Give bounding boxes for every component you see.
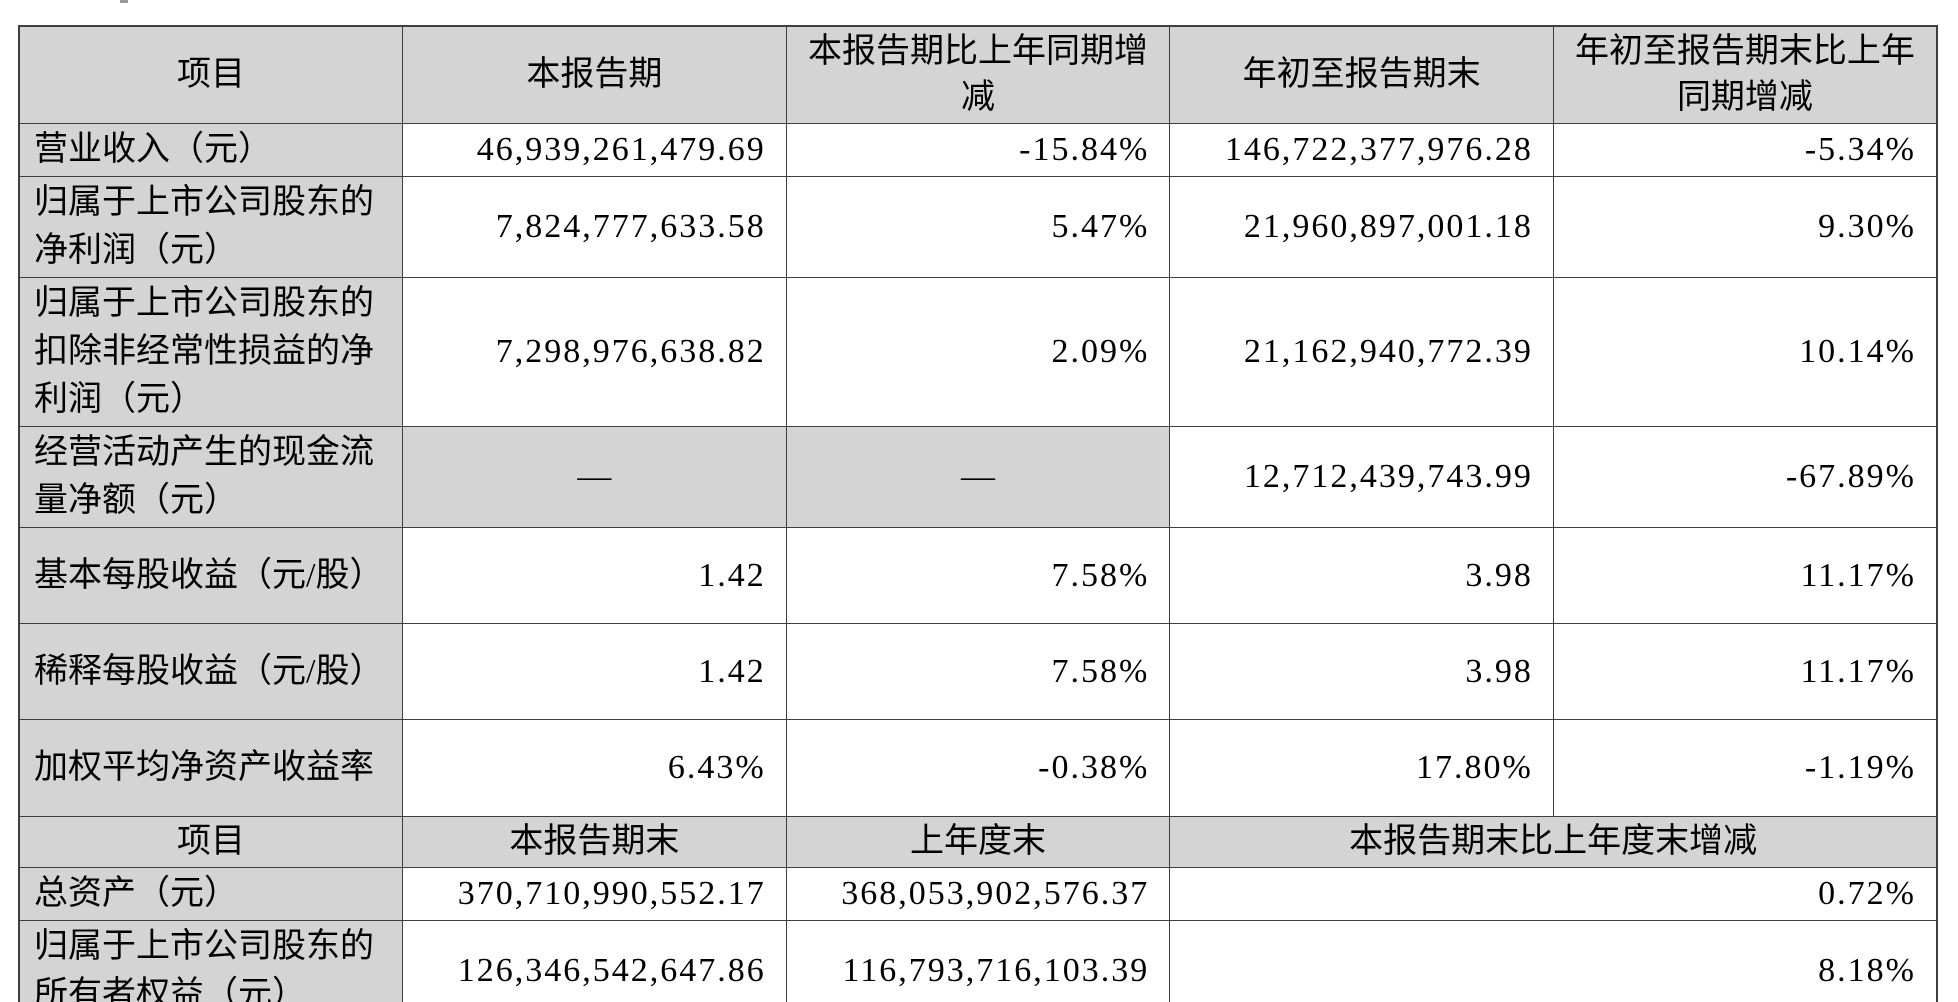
value-cell: 2.09% — [785, 277, 1171, 427]
value-cell: 9.30% — [1552, 176, 1938, 278]
column-header: 年初至报告期末比上年同期增减 — [1552, 25, 1938, 124]
row-label: 稀释每股收益（元/股） — [18, 623, 404, 720]
table-row: 加权平均净资产收益率 6.43% -0.38% 17.80% -1.19% — [18, 719, 1938, 817]
value-cell: 11.17% — [1552, 527, 1938, 624]
row-label: 归属于上市公司股东的净利润（元） — [18, 176, 404, 278]
value-cell: 7,824,777,633.58 — [402, 176, 787, 278]
value-cell: 0.72% — [1169, 867, 1938, 921]
table-row: 总资产（元） 370,710,990,552.17 368,053,902,57… — [18, 867, 1938, 921]
value-cell: 21,960,897,001.18 — [1169, 176, 1554, 278]
column-header: 本报告期 — [402, 25, 787, 124]
row-label: 基本每股收益（元/股） — [18, 527, 404, 624]
value-cell: -67.89% — [1552, 426, 1938, 528]
value-cell: 1.42 — [402, 527, 787, 624]
value-cell: 8.18% — [1169, 920, 1938, 1002]
value-cell: 146,722,377,976.28 — [1169, 123, 1554, 177]
column-header: 年初至报告期末 — [1169, 25, 1554, 124]
value-cell: 126,346,542,647.86 — [402, 920, 787, 1002]
row-label: 加权平均净资产收益率 — [18, 719, 404, 817]
value-cell: -5.34% — [1552, 123, 1938, 177]
table-row: 归属于上市公司股东的净利润（元） 7,824,777,633.58 5.47% … — [18, 176, 1938, 278]
value-cell: 6.43% — [402, 719, 787, 817]
row-label: 营业收入（元） — [18, 123, 404, 177]
na-cell: — — [402, 426, 787, 528]
financial-summary-table: 项目 本报告期 本报告期比上年同期增减 年初至报告期末 年初至报告期末比上年同期… — [18, 25, 1938, 1002]
table-row: 稀释每股收益（元/股） 1.42 7.58% 3.98 11.17% — [18, 623, 1938, 720]
row-label: 总资产（元） — [18, 867, 404, 921]
table-header-row-2: 项目 本报告期末 上年度末 本报告期末比上年度末增减 — [18, 816, 1938, 868]
value-cell: 370,710,990,552.17 — [402, 867, 787, 921]
table-header-row-1: 项目 本报告期 本报告期比上年同期增减 年初至报告期末 年初至报告期末比上年同期… — [18, 25, 1938, 124]
column-header: 本报告期末 — [402, 816, 787, 868]
value-cell: 7,298,976,638.82 — [402, 277, 787, 427]
column-header: 项目 — [18, 25, 404, 124]
value-cell: 12,712,439,743.99 — [1169, 426, 1554, 528]
value-cell: 7.58% — [785, 527, 1171, 624]
row-label: 归属于上市公司股东的所有者权益（元） — [18, 920, 404, 1002]
column-header: 上年度末 — [785, 816, 1171, 868]
value-cell: 21,162,940,772.39 — [1169, 277, 1554, 427]
value-cell: 1.42 — [402, 623, 787, 720]
row-label: 经营活动产生的现金流量净额（元） — [18, 426, 404, 528]
na-cell: — — [785, 426, 1171, 528]
column-header: 本报告期比上年同期增减 — [785, 25, 1171, 124]
value-cell: 46,939,261,479.69 — [402, 123, 787, 177]
value-cell: 10.14% — [1552, 277, 1938, 427]
value-cell: 17.80% — [1169, 719, 1554, 817]
value-cell: 368,053,902,576.37 — [785, 867, 1171, 921]
value-cell: 116,793,716,103.39 — [785, 920, 1171, 1002]
column-header: 本报告期末比上年度末增减 — [1169, 816, 1938, 868]
value-cell: 5.47% — [785, 176, 1171, 278]
value-cell: 7.58% — [785, 623, 1171, 720]
table-row: 经营活动产生的现金流量净额（元） — — 12,712,439,743.99 -… — [18, 426, 1938, 528]
table-row: 营业收入（元） 46,939,261,479.69 -15.84% 146,72… — [18, 123, 1938, 177]
page-artifact — [120, 0, 128, 3]
value-cell: 3.98 — [1169, 527, 1554, 624]
column-header: 项目 — [18, 816, 404, 868]
value-cell: -15.84% — [785, 123, 1171, 177]
table-row: 归属于上市公司股东的扣除非经常性损益的净利润（元） 7,298,976,638.… — [18, 277, 1938, 427]
table-row: 基本每股收益（元/股） 1.42 7.58% 3.98 11.17% — [18, 527, 1938, 624]
value-cell: 3.98 — [1169, 623, 1554, 720]
row-label: 归属于上市公司股东的扣除非经常性损益的净利润（元） — [18, 277, 404, 427]
value-cell: 11.17% — [1552, 623, 1938, 720]
value-cell: -0.38% — [785, 719, 1171, 817]
value-cell: -1.19% — [1552, 719, 1938, 817]
table-row: 归属于上市公司股东的所有者权益（元） 126,346,542,647.86 11… — [18, 920, 1938, 1002]
